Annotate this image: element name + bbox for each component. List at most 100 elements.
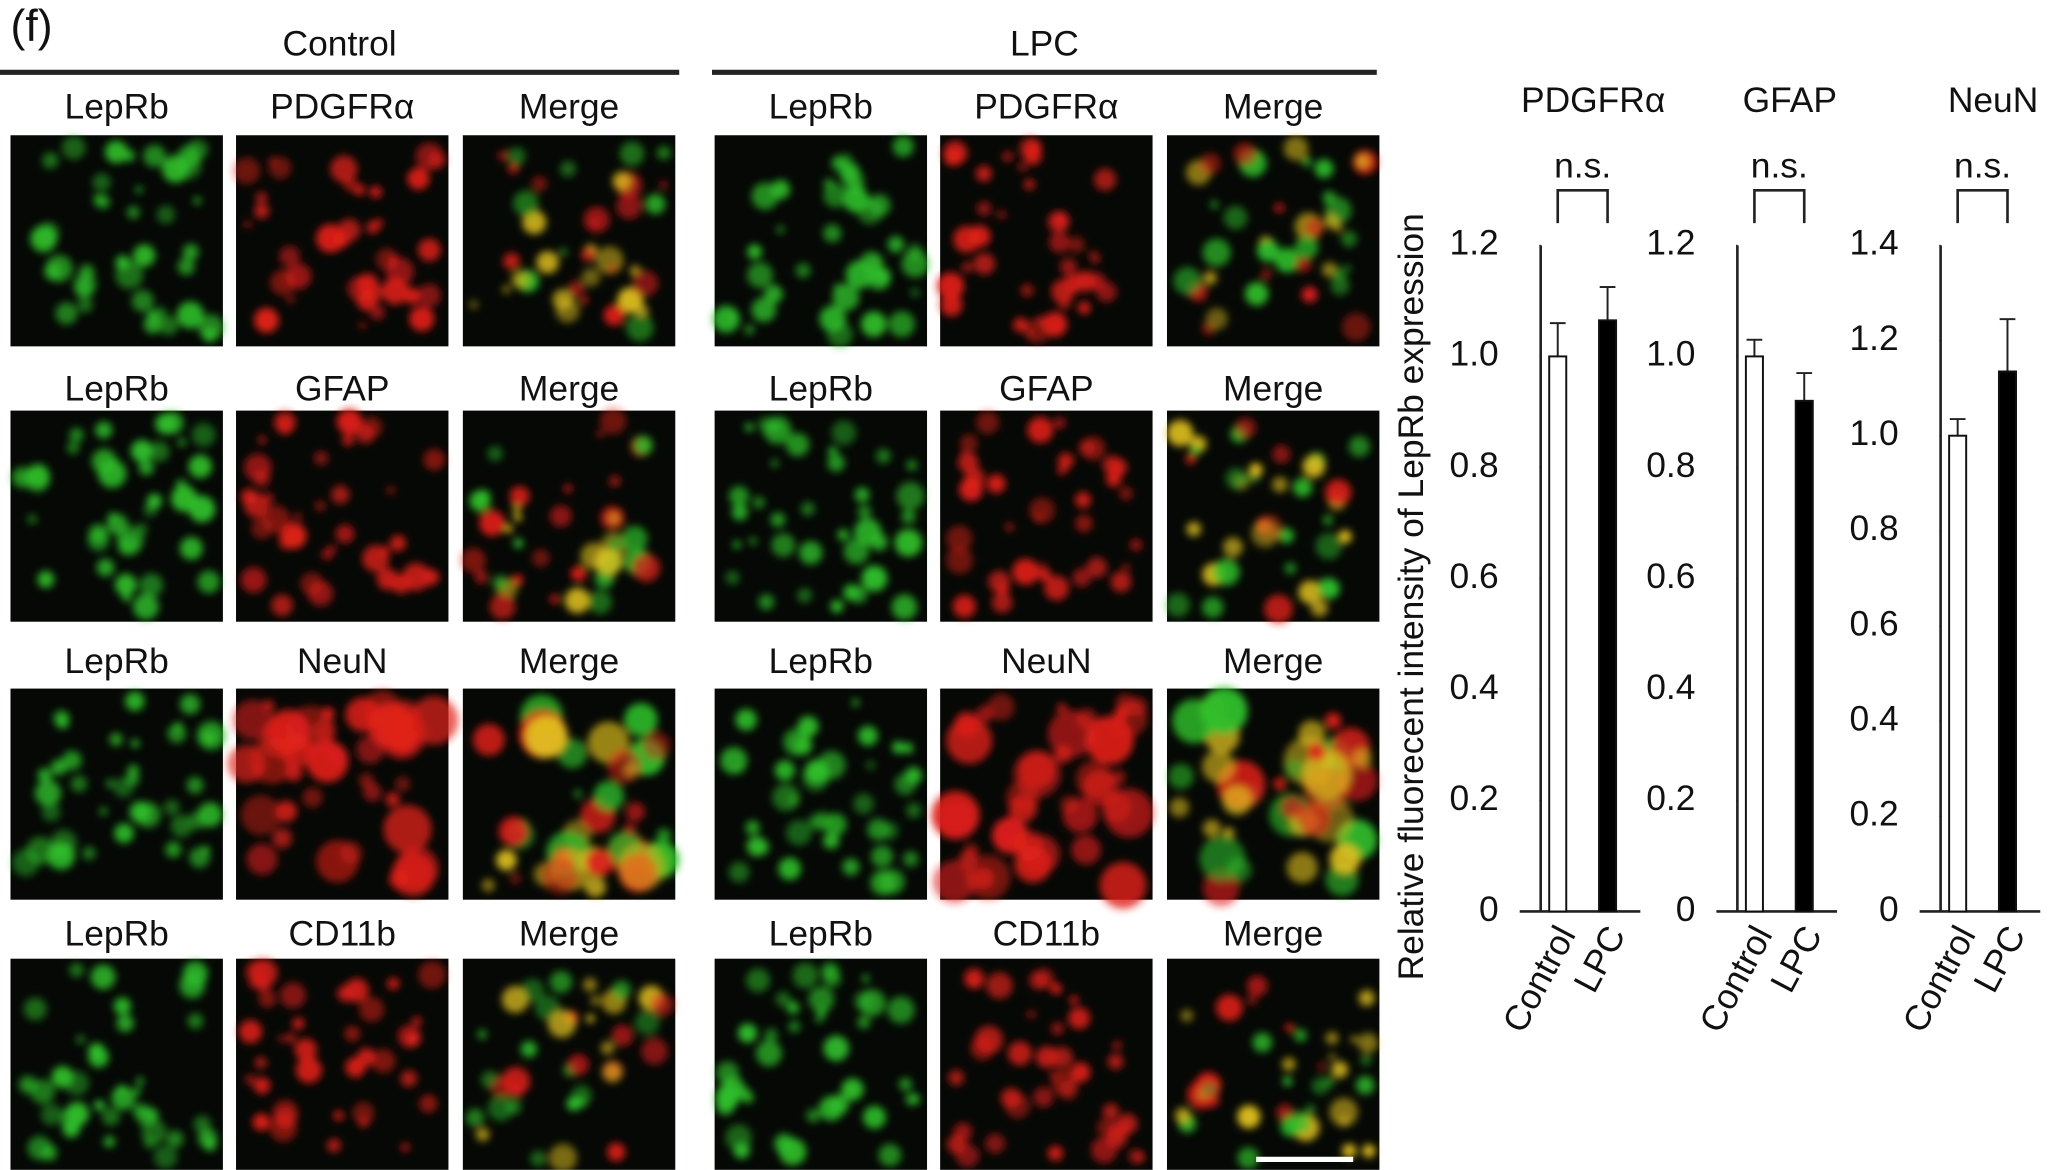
y-tick-label: 0 [1479,889,1499,929]
micrograph [236,958,449,1170]
signal-spot [785,432,810,457]
signal-spot [728,861,750,883]
signal-spot [285,294,296,304]
y-tick-label: 0.8 [1849,508,1898,548]
image-label: Merge [519,86,619,126]
signal-spot [387,977,400,990]
signal-spot [1286,852,1318,884]
signal-spot [861,974,870,983]
signal-spot [891,594,918,621]
signal-spot [1087,272,1106,291]
signal-spot [732,540,742,549]
signal-spot [1102,455,1122,475]
signal-spot [1180,1009,1194,1023]
signal-spot [1280,795,1305,820]
signal-spot [988,570,1011,593]
micrograph [1166,135,1380,347]
signal-spot [751,297,777,323]
signal-spot [827,454,845,472]
image-label: LepRb [769,914,873,954]
signal-spot [286,705,336,755]
micrograph [940,410,1153,622]
signal-spot [1285,1023,1294,1032]
signal-spot [474,570,489,584]
signal-spot [186,139,209,161]
signal-spot [82,846,96,861]
signal-spot [1047,1145,1064,1161]
signal-spot [201,846,210,855]
significance-bracket [1753,189,1806,224]
signal-spot [1078,439,1096,456]
signal-spot [1071,835,1101,865]
signal-spot [115,260,144,290]
signal-spot [492,575,509,591]
signal-spot [37,767,53,783]
signal-spot [1328,1052,1337,1062]
signal-spot [634,1009,660,1035]
signal-spot [1331,1061,1349,1079]
signal-spot [720,747,748,775]
signal-spot [62,750,82,771]
signal-spot [460,547,486,573]
signal-spot [581,247,596,263]
signal-spot [1129,538,1143,552]
image-label: LepRb [769,641,873,681]
signal-spot [608,512,620,525]
micrograph [462,135,676,347]
signal-spot [659,180,668,189]
signal-spot [876,448,891,464]
signal-spot [1302,455,1326,478]
signal-spot [509,872,522,885]
y-tick-label: 1.0 [1849,413,1898,453]
signal-spot [744,324,755,335]
signal-spot [131,289,154,313]
signal-spot [144,1108,159,1123]
signal-spot [831,420,857,446]
signal-spot [18,1075,37,1094]
micrograph [10,688,226,900]
micrograph-signal [720,698,923,896]
signal-spot [549,594,560,605]
signal-spot [465,1108,485,1128]
signal-spot [143,502,158,517]
signal-spot [176,154,202,180]
signal-spot [1034,968,1055,989]
signal-spot [991,817,1029,854]
signal-spot [331,485,350,505]
signal-spot [568,280,585,297]
signal-spot [133,1087,142,1096]
signal-spot [586,1014,595,1023]
signal-spot [422,568,440,586]
signal-spot [274,1107,297,1130]
signal-spot [70,775,88,793]
signal-spot [1298,580,1322,605]
signal-spot [295,1056,322,1084]
signal-spot [1322,190,1336,204]
signal-spot [1323,213,1340,229]
signal-spot [748,536,758,546]
signal-spot [549,505,572,528]
x-tick-label: LPC [1966,919,2034,999]
signal-spot [400,1070,418,1087]
signal-spot [407,167,430,190]
signal-spot [44,263,62,281]
signal-spot [42,152,59,169]
signal-spot [358,321,367,330]
signal-spot [1362,1144,1376,1158]
signal-spot [611,1024,634,1047]
signal-spot [888,311,915,338]
signal-spot [758,594,775,611]
image-label: NeuN [297,641,387,681]
signal-spot [1222,785,1252,816]
signal-spot [1205,307,1228,330]
signal-spot [507,147,526,166]
signal-spot [1018,751,1056,789]
signal-spot [823,224,842,243]
signal-spot [795,262,811,279]
signal-spot [182,243,199,261]
micrograph [227,688,459,900]
signal-spot [833,283,843,293]
signal-spot [1072,568,1092,587]
signal-spot [829,1094,850,1115]
signal-spot [362,544,390,573]
